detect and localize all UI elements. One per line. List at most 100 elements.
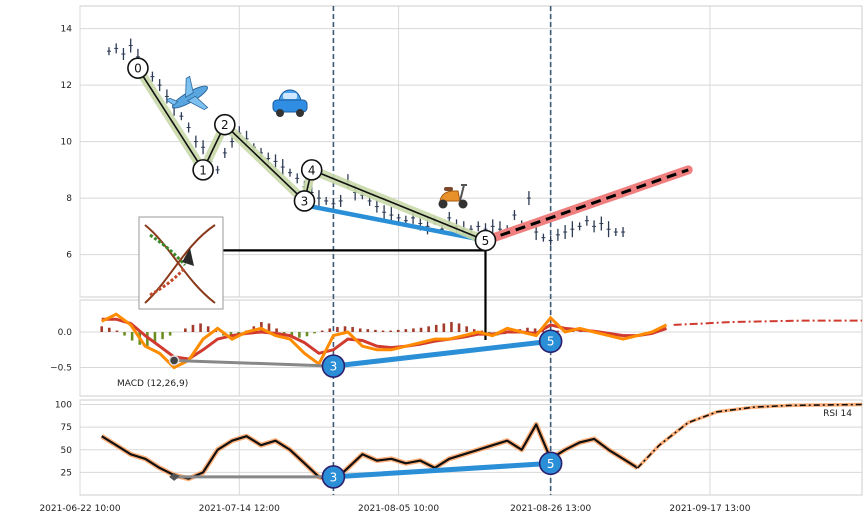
macd-histogram-bar [427,326,430,332]
macd-histogram-bar [579,331,582,332]
price-ytick-label: 8 [66,194,72,204]
macd-point-3-label: 3 [330,360,338,374]
macd-histogram-bar [396,329,400,332]
macd-histogram-bar [457,323,461,332]
airplane-icon [165,75,209,111]
macd-gray-segment [174,358,334,368]
xtick-label: 2021-09-17 13:00 [669,504,750,514]
logo-mark [182,248,194,266]
macd-histogram-bar [358,328,362,332]
wave-point-1-label: 1 [199,163,207,177]
macd-histogram-bar [526,327,529,332]
macd-histogram-bar [320,330,324,332]
rsi-panel-frame [79,399,863,496]
car-wheel-left [276,109,284,117]
macd-gray-point [168,355,180,366]
macd-histogram-bar [343,326,347,332]
wave-point-3 [293,190,316,212]
airplane-tail [165,97,179,106]
macd-histogram-bar [472,329,476,332]
rsi-blue-trend [330,460,554,480]
macd-point-5 [538,329,563,354]
rsi-panel-label: RSI 14 [823,409,852,419]
wave-point-0 [127,57,149,79]
macd-histogram-bar [108,327,111,332]
macd-histogram-bar [305,332,309,337]
wave-point-4 [300,159,323,181]
wave-point-5-label: 5 [482,234,490,248]
rsi-point-5-label: 5 [547,457,555,471]
rsi-ytick-label: 100 [55,401,72,411]
price-blue-trend [302,202,488,243]
macd-ytick-label: −0.5 [50,364,72,374]
macd-blue-trend [330,338,554,369]
rsi-ytick-label: 75 [61,423,72,433]
forecast-line [484,168,689,242]
logo-inset [138,216,224,310]
wave-point-0-label: 0 [134,62,142,76]
macd-histogram-bar [412,328,415,332]
price-ytick-label: 6 [66,251,72,261]
wave-point-2-label: 2 [221,118,229,132]
macd-histogram-bar [199,323,202,332]
car-wheel-right [296,109,304,117]
macd-histogram-bar [168,332,172,336]
xtick-label: 2021-08-26 13:00 [510,504,591,514]
scooter-seat [444,187,453,191]
logo-curve-b [144,224,216,304]
macd-histogram-bar [298,332,301,338]
macd-point-5-label: 5 [547,335,555,349]
price-ytick-label: 12 [61,81,72,91]
wave-point-5 [474,229,497,252]
airplane-wing-top [185,75,194,98]
logo-curve-c [149,233,187,267]
wave-line [137,67,486,242]
rsi-ytick-label: 50 [61,446,73,456]
macd-histogram-bar [100,326,104,332]
macd-histogram-bar [571,331,575,332]
rsi-forecast-line [636,403,863,469]
macd-histogram-bar [115,330,119,332]
macd-histogram-bar [123,332,126,336]
macd-histogram-bar [282,332,286,334]
xtick-label: 2021-08-05 10:00 [358,504,439,514]
macd-histogram-bar [161,332,164,340]
macd-histogram-bar [184,328,187,332]
rsi-point-3-label: 3 [330,470,338,484]
macd-histogram-bar [267,323,271,332]
macd-histogram-bar [153,332,157,343]
macd-histogram-bar [336,327,339,332]
macd-histogram-bar [389,330,392,332]
wave-point-1 [192,159,214,181]
scooter-body [439,190,461,202]
macd-histogram-bar [450,322,453,332]
xtick-label: 2021-07-14 12:00 [199,504,280,514]
macd-histogram-bar [290,332,294,337]
price-ytick-label: 14 [61,25,73,35]
macd-panel-label: MACD (12,26,9) [117,379,188,389]
macd-histogram-bar [434,324,438,332]
macd-histogram-bar [130,332,134,341]
macd-histogram-bar [419,327,423,332]
macd-histogram-bar [328,328,332,332]
rsi-ytick-label: 25 [61,468,72,478]
logo-curve-d [149,266,187,297]
airplane-wing-bottom [186,95,209,111]
macd-ytick-label: 0.0 [58,328,73,338]
price-ytick-label: 10 [61,138,73,148]
wave-point-3-label: 3 [301,194,309,208]
macd-histogram-bar [404,329,408,332]
macd-histogram-bar [442,323,446,332]
wave-point-4-label: 4 [308,163,316,177]
macd-histogram-bar [191,324,195,332]
macd-histogram-bar [374,329,377,332]
rsi-point-3 [321,465,346,489]
macd-histogram-bar [351,327,354,332]
macd-point-3 [321,354,346,378]
scooter-icon [438,184,468,209]
macd-forecast-line [673,319,862,326]
macd-histogram-bar [313,332,316,334]
wave-point-2 [214,113,236,136]
macd-histogram-bar [381,330,385,332]
